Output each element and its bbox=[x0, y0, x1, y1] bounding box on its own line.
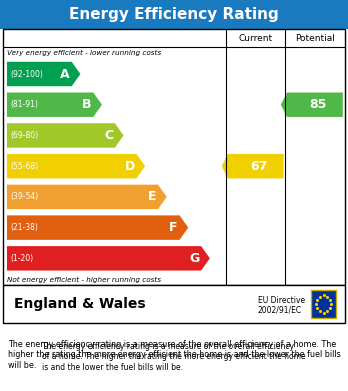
Text: The energy efficiency rating is a measure of the overall efficiency of a home. T: The energy efficiency rating is a measur… bbox=[8, 340, 340, 370]
Text: D: D bbox=[125, 160, 135, 173]
Text: (1-20): (1-20) bbox=[10, 254, 33, 263]
Polygon shape bbox=[7, 154, 145, 178]
Text: (55-68): (55-68) bbox=[10, 161, 39, 171]
Polygon shape bbox=[222, 154, 284, 178]
Text: Potential: Potential bbox=[295, 34, 335, 43]
Text: Not energy efficient - higher running costs: Not energy efficient - higher running co… bbox=[7, 276, 161, 283]
Text: F: F bbox=[169, 221, 178, 234]
Text: The energy efficiency rating is a measure of the overall efficiency
of a home. T: The energy efficiency rating is a measur… bbox=[42, 342, 306, 372]
Text: EU Directive: EU Directive bbox=[258, 296, 304, 305]
Text: (92-100): (92-100) bbox=[10, 70, 43, 79]
Text: 85: 85 bbox=[310, 98, 327, 111]
Text: (81-91): (81-91) bbox=[10, 100, 38, 109]
FancyBboxPatch shape bbox=[311, 290, 336, 317]
Text: E: E bbox=[148, 190, 156, 203]
Text: C: C bbox=[104, 129, 113, 142]
Polygon shape bbox=[281, 93, 343, 117]
Polygon shape bbox=[7, 62, 80, 86]
Text: England & Wales: England & Wales bbox=[14, 297, 145, 311]
Bar bbox=[3, 29, 345, 285]
Text: (21-38): (21-38) bbox=[10, 223, 38, 232]
Text: 2002/91/EC: 2002/91/EC bbox=[258, 305, 302, 314]
Text: G: G bbox=[189, 252, 199, 265]
FancyBboxPatch shape bbox=[0, 0, 348, 29]
Text: B: B bbox=[82, 98, 92, 111]
Text: A: A bbox=[60, 68, 70, 81]
Polygon shape bbox=[7, 185, 167, 209]
Text: Current: Current bbox=[239, 34, 273, 43]
Text: 67: 67 bbox=[251, 160, 268, 173]
Polygon shape bbox=[7, 93, 102, 117]
Text: (39-54): (39-54) bbox=[10, 192, 39, 201]
Text: (69-80): (69-80) bbox=[10, 131, 39, 140]
Text: Very energy efficient - lower running costs: Very energy efficient - lower running co… bbox=[7, 50, 161, 56]
Polygon shape bbox=[7, 246, 210, 271]
Text: Energy Efficiency Rating: Energy Efficiency Rating bbox=[69, 7, 279, 22]
Polygon shape bbox=[7, 123, 124, 148]
Bar bbox=[3, 285, 345, 323]
Polygon shape bbox=[7, 215, 188, 240]
